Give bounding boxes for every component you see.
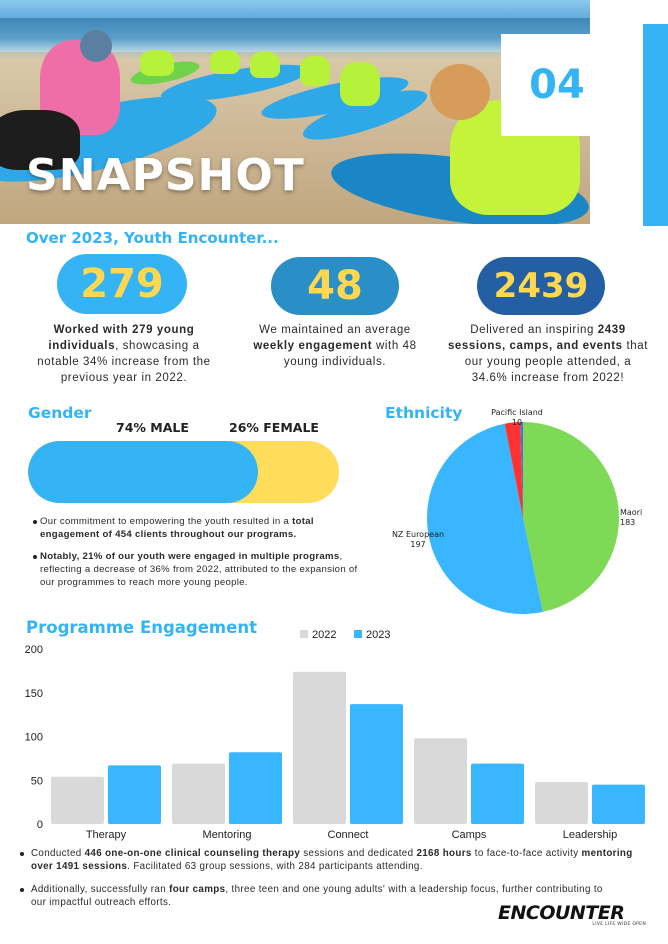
person-green-shirt [250,52,280,78]
stat-description: Delivered an inspiring 2439 sessions, ca… [447,324,649,384]
encounter-logo: ENCOUNTER LIVE LIFE WIDE OPEN [498,902,650,930]
programme-heading: Programme Engagement [26,618,257,637]
pie-slice [523,422,620,612]
gender-split-bar [28,441,339,503]
female-percentage-label: 26% FEMALE [229,420,319,435]
y-tick-label: 100 [25,732,43,744]
pie-slice [504,422,523,518]
person-green-shirt [300,56,330,86]
x-tick-label: Leadership [563,829,617,841]
pie-slice-label: NZ European [392,530,444,539]
person-green-shirt [210,50,240,74]
intro-heading: Over 2023, Youth Encounter... [26,229,279,247]
person-curly-hair [430,64,490,120]
bar-2022-camps [414,738,467,824]
pie-slice-value: 197 [410,540,425,549]
bullet-dot [33,520,37,524]
y-tick-label: 50 [31,775,43,787]
person-head [80,30,112,62]
pie-slice [427,423,543,614]
side-accent-strip [643,24,668,226]
bar-2022-mentoring [172,763,225,824]
bullet-item: Additionally, successfully ran four camp… [20,883,620,909]
logo-wordmark: ENCOUNTER [498,902,625,924]
legend-label: 2022 [312,629,336,641]
pie-slice-label: Maori [620,508,642,517]
pie-slice-value: 10 [512,418,522,427]
x-tick-label: Camps [452,829,487,841]
bullet-text: Additionally, successfully ran four camp… [31,884,603,908]
bullet-item: Our commitment to empowering the youth r… [28,515,368,541]
person-green-shirt [140,50,174,76]
x-tick-label: Mentoring [203,829,252,841]
bullet-text: Our commitment to empowering the youth r… [40,516,314,540]
x-tick-label: Connect [328,829,369,841]
bullet-text: Conducted 446 one-on-one clinical counse… [31,848,633,872]
pie-slice-value: 183 [620,518,635,527]
y-tick-label: 0 [37,819,43,831]
stat-description: Worked with 279 young individuals, showc… [37,324,211,384]
hero-photo: SNAPSHOT [0,0,590,224]
person-green-shirt [340,62,380,106]
legend-label: 2023 [366,629,390,641]
bar-2023-camps [471,763,524,824]
male-percentage-label: 74% MALE [116,420,189,435]
bar-2022-leadership [535,782,588,824]
ethnicity-heading: Ethnicity [385,404,463,422]
legend-swatch [354,630,362,638]
pie-slice-label: Pacific Island [491,408,543,417]
bar-2022-therapy [51,776,104,824]
x-tick-label: Therapy [86,829,127,841]
bullet-dot [20,852,24,856]
logo-tagline: LIVE LIFE WIDE OPEN [592,922,646,927]
male-bar-fill [28,441,259,503]
y-tick-label: 150 [25,688,43,700]
person-wetsuit [0,110,80,170]
bar-2023-therapy [108,765,161,824]
y-tick-label: 200 [25,644,43,656]
bar-2022-connect [293,671,346,824]
stat-pill-weekly-engagement: 48 [271,257,399,315]
stat-pill-young-individuals: 279 [57,254,187,314]
page-title: SNAPSHOT [26,150,305,201]
legend-swatch [300,630,308,638]
programme-bar-chart: 0 50 100 150 200 Therapy Mentoring Connect Camps… [25,629,645,841]
bullet-item: Notably, 21% of our youth were engaged i… [28,550,368,589]
bar-2023-mentoring [229,752,282,824]
bullet-dot [20,888,24,892]
page-number-box: 04 [501,34,613,136]
gender-heading: Gender [28,404,92,422]
bar-2023-leadership [592,784,645,824]
stat-pill-sessions: 2439 [477,257,605,315]
page-number: 04 [529,62,585,108]
stat-description: We maintained an average weekly engageme… [253,324,417,368]
bullet-item: Conducted 446 one-on-one clinical counse… [20,847,640,873]
bullet-text: Notably, 21% of our youth were engaged i… [40,551,358,588]
pie-slice [519,422,523,518]
bullet-dot [33,555,37,559]
bar-2023-connect [350,704,403,824]
